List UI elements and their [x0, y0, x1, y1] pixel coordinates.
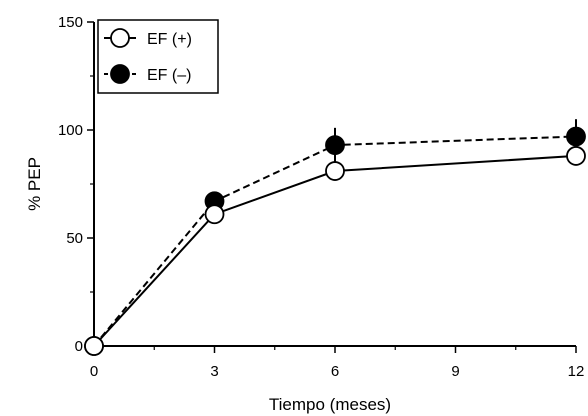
data-point [325, 135, 345, 156]
x-tick-label: 3 [210, 363, 218, 380]
y-tick-label: 0 [75, 338, 83, 355]
series-ef-plus [84, 146, 586, 356]
x-tick-label: 0 [90, 363, 98, 380]
legend-label: EF (+) [147, 31, 192, 48]
y-tick-label: 150 [58, 14, 83, 31]
x-tick-label: 6 [331, 363, 339, 380]
series-ef-minus [84, 119, 586, 356]
x-tick-label: 12 [568, 363, 585, 380]
y-tick-label: 100 [58, 122, 83, 139]
data-point [204, 204, 225, 225]
x-tick-label: 9 [451, 363, 459, 380]
legend-label: EF (–) [147, 67, 191, 84]
legend-marker [110, 28, 130, 48]
data-point [325, 161, 345, 181]
legend-marker [110, 64, 130, 84]
axes: 0 3 6 9 12 0 50 100 150 [58, 14, 584, 380]
data-point [566, 126, 586, 147]
y-axis-title: % PEP [25, 157, 44, 211]
series-layer [84, 119, 586, 356]
legend: EF (+) EF (–) [97, 19, 219, 94]
series-line [93, 135, 577, 347]
series-line [93, 154, 577, 347]
x-axis-title: Tiempo (meses) [269, 395, 391, 414]
y-tick-label: 50 [66, 230, 83, 247]
data-point [84, 336, 104, 356]
data-point [566, 146, 586, 166]
